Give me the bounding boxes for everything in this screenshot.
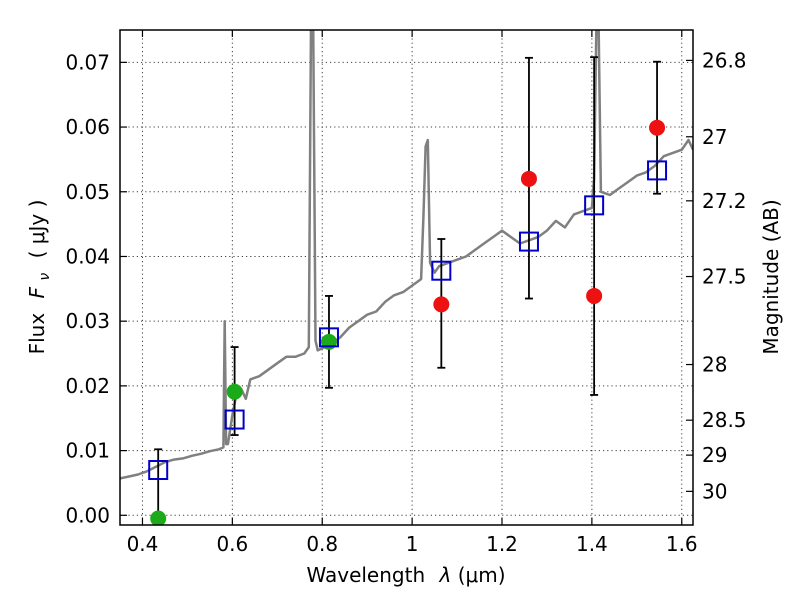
observed-point — [320, 333, 337, 350]
observed-point — [433, 296, 450, 313]
y2-tick-label: 29 — [702, 443, 727, 467]
y2-tick-label: 26.8 — [702, 48, 747, 72]
y-axis-symbol: F — [25, 286, 49, 298]
y-axis-unit: ( μJy ) — [25, 200, 49, 259]
x-tick-label: 0.4 — [127, 532, 159, 556]
y-axis-label: Flux — [25, 313, 49, 355]
axis-ticks: 0.4 0.6 0.8 1 1.2 1.4 1.6 0.00 0.01 0.02 0.03 0.04 0… — [65, 30, 747, 556]
y-tick-label: 0.00 — [65, 503, 110, 527]
observed-point — [649, 119, 666, 136]
y2-tick-label: 28 — [702, 353, 727, 377]
model-band-point — [318, 327, 339, 348]
y2-axis-title: Magnitude (AB) — [759, 199, 783, 354]
y-axis-symbol-sub: ν — [37, 273, 53, 281]
x-axis-unit: (μm) — [458, 563, 506, 587]
observed-point — [520, 170, 537, 187]
y2-tick-label: 27.5 — [702, 265, 747, 289]
x-tick-label: 1.4 — [576, 532, 608, 556]
plot-frame — [119, 29, 694, 526]
model-band-point — [431, 260, 452, 281]
y-tick-label: 0.06 — [65, 115, 110, 139]
y2-tick-label: 28.5 — [702, 408, 747, 432]
plot-area — [120, 30, 693, 480]
x-axis-title: Wavelength λ (μm) — [306, 563, 505, 587]
y-tick-label: 0.01 — [65, 439, 110, 463]
y2-tick-label: 27.2 — [702, 189, 747, 213]
y-tick-label: 0.07 — [65, 50, 110, 74]
model-band-point — [584, 195, 605, 216]
y2-tick-label: 27 — [702, 125, 727, 149]
model-band-point — [224, 409, 245, 430]
observed-point — [226, 383, 243, 400]
error-bars — [154, 56, 662, 525]
grid — [120, 30, 693, 525]
y-tick-label: 0.05 — [65, 180, 110, 204]
y2-tick-label: 30 — [702, 479, 727, 503]
observed-point — [586, 287, 603, 304]
observed-point — [150, 510, 167, 525]
x-tick-label: 1.2 — [486, 532, 518, 556]
data-markers — [148, 119, 668, 525]
x-axis-lambda: λ — [439, 563, 452, 587]
x-axis-label: Wavelength — [306, 563, 425, 587]
model-spectrum-line — [120, 30, 693, 480]
x-tick-label: 1.6 — [666, 532, 698, 556]
x-tick-label: 1 — [406, 532, 419, 556]
y-axis-title: Flux F ν ( μJy ) — [25, 200, 54, 355]
x-tick-label: 0.8 — [306, 532, 338, 556]
y-tick-label: 0.02 — [65, 374, 110, 398]
y-tick-label: 0.04 — [65, 244, 110, 268]
y-tick-label: 0.03 — [65, 309, 110, 333]
model-band-point — [518, 231, 539, 252]
model-band-point — [148, 460, 169, 480]
x-tick-label: 0.6 — [216, 532, 248, 556]
model-band-point — [647, 160, 668, 181]
